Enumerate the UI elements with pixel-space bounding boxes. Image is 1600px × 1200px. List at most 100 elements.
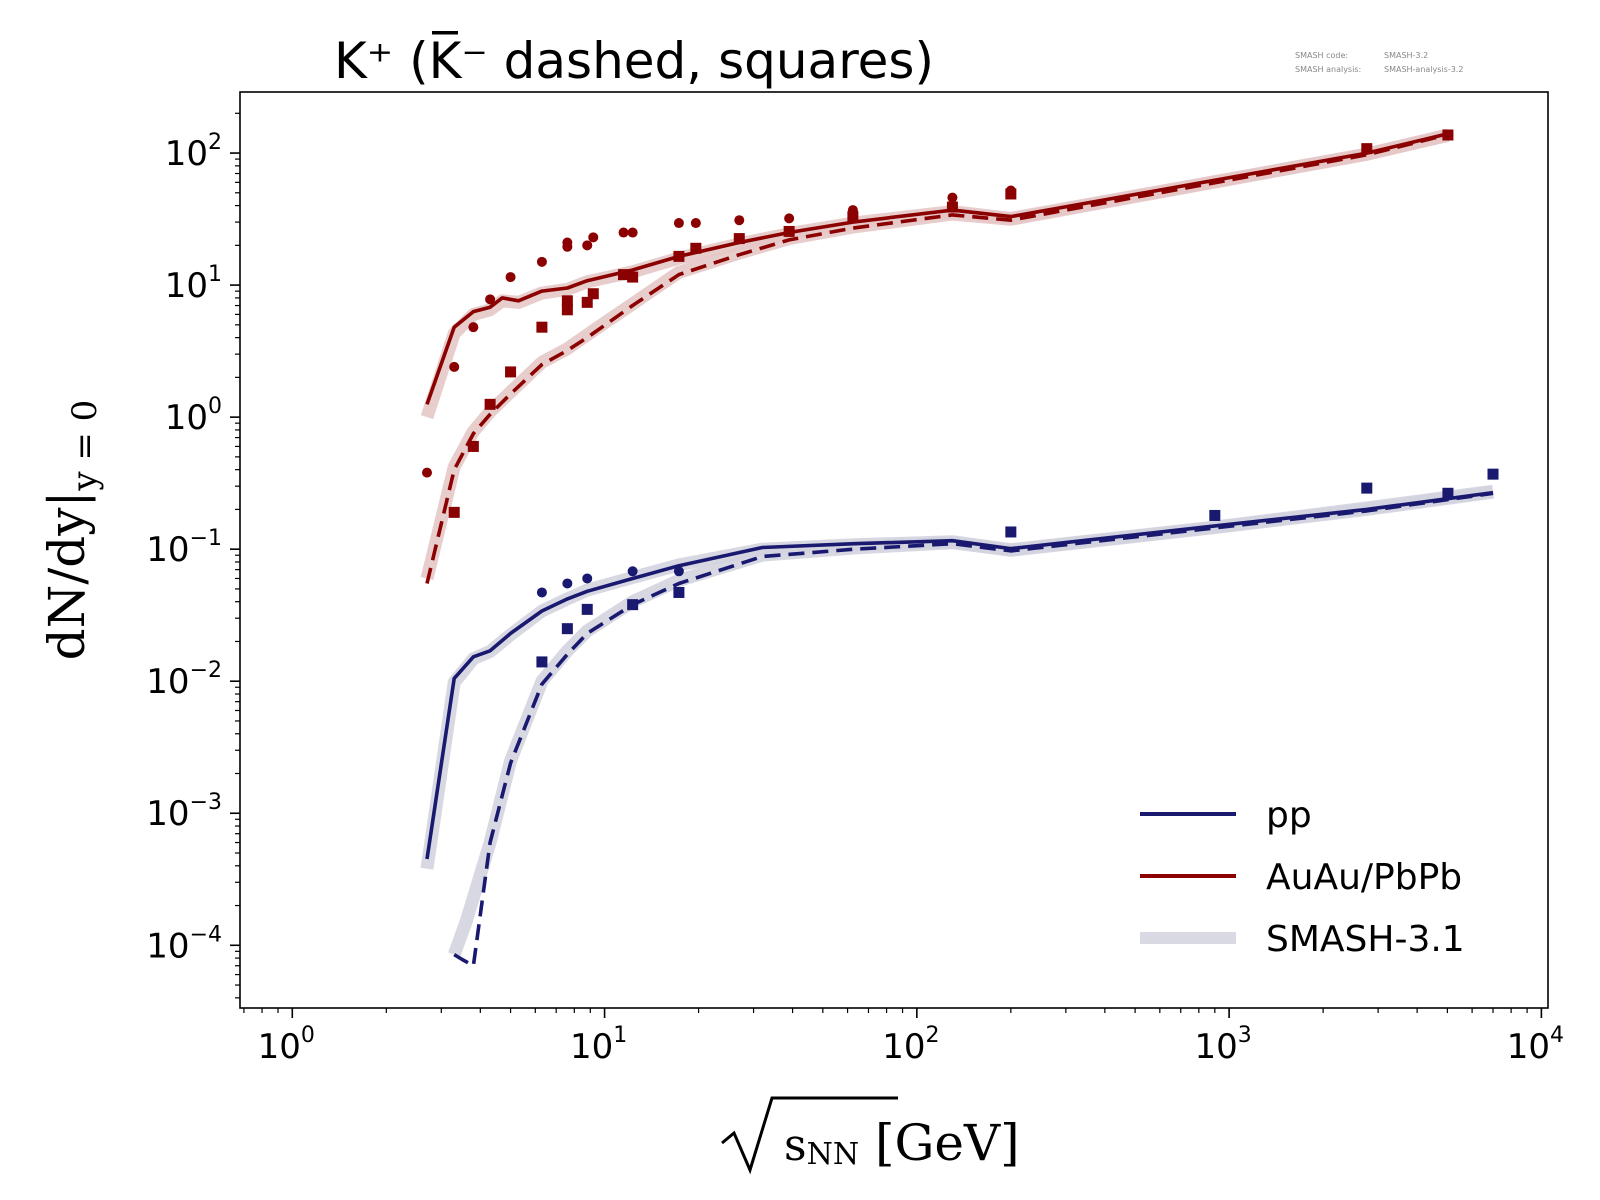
version-note-line1-label: SMASH code: xyxy=(1295,51,1348,60)
x-tick-exponent: 2 xyxy=(925,1023,939,1048)
version-note: SMASH code: SMASH-3.2 SMASH analysis: SM… xyxy=(1295,51,1463,74)
auau_kplus_data-point xyxy=(673,218,684,229)
pp_kminus_data-point xyxy=(627,599,639,611)
y-tick-label: 102 xyxy=(165,130,222,174)
auau_kplus_data-point xyxy=(449,361,460,372)
legend-label: AuAu/PbPb xyxy=(1266,857,1462,898)
chart-title: K⁺ (K̅⁻ dashed, squares) xyxy=(334,31,934,90)
auau_kplus_data-point xyxy=(734,215,745,226)
auau_kplus_data-point xyxy=(947,192,958,203)
auau_kplus_data-point xyxy=(588,232,599,243)
x-tick-exponent: 1 xyxy=(613,1023,627,1048)
y-tick-base: 10 xyxy=(146,662,189,702)
y-tick-base: 10 xyxy=(146,530,189,570)
pp_kminus_data-point xyxy=(1487,468,1499,480)
auau_kminus_data-point xyxy=(847,211,859,223)
auau_kplus_data-point xyxy=(690,218,701,229)
auau_kminus_data-point xyxy=(690,242,702,254)
y-tick-exponent: 2 xyxy=(208,130,222,155)
legend-item: AuAu/PbPb xyxy=(1140,857,1462,898)
auau_kplus_data-point xyxy=(582,240,593,251)
auau_kminus_data-point xyxy=(561,304,573,316)
legend: pp AuAu/PbPb SMASH-3.1 xyxy=(1140,795,1465,960)
y-tick-label: 10−4 xyxy=(146,922,222,966)
pp_kminus_data-point xyxy=(1005,526,1017,538)
plot-frame xyxy=(239,91,1549,1009)
auau_kplus_data-point xyxy=(562,237,573,248)
auau_kminus_data-point xyxy=(1442,129,1454,141)
legend-item: SMASH-3.1 xyxy=(1140,919,1465,960)
auau_kplus_data-point xyxy=(618,227,629,238)
auau_kminus_data-point xyxy=(536,321,548,333)
auau_kminus_data-point xyxy=(627,271,639,283)
pp_kplus_data-point xyxy=(673,566,684,577)
auau_kminus_data-point xyxy=(448,506,460,518)
y-tick-exponent: −2 xyxy=(190,658,222,683)
pp_kminus_data-point xyxy=(536,656,548,668)
y-tick-label: 10−3 xyxy=(146,790,222,834)
y-tick-label: 101 xyxy=(165,262,222,306)
auau_kplus_data-point xyxy=(422,467,433,478)
auau_kminus_data-point xyxy=(1361,143,1373,155)
pp_kminus_data-point xyxy=(1361,482,1373,494)
pp_kminus_data-point xyxy=(561,623,573,635)
auau_kminus_data-point xyxy=(946,201,958,213)
pp_kminus_data-point xyxy=(1442,487,1454,499)
y-tick-base: 10 xyxy=(146,794,189,834)
y-tick-exponent: 0 xyxy=(208,394,222,419)
auau_kminus_data-point xyxy=(783,225,795,237)
pp_kplus_data-point xyxy=(627,566,638,577)
y-tick-exponent: 1 xyxy=(208,262,222,287)
version-note-line2-label: SMASH analysis: xyxy=(1295,65,1361,74)
y-tick-base: 10 xyxy=(165,134,208,174)
auau_kminus_data-point xyxy=(587,288,599,300)
y-tick-label: 100 xyxy=(165,394,222,438)
x-tick-exponent: 4 xyxy=(1550,1023,1564,1048)
legend-label: pp xyxy=(1266,795,1312,836)
auau_kplus_data-point xyxy=(627,227,638,238)
auau_kminus_data-point xyxy=(733,233,745,245)
y-tick-base: 10 xyxy=(165,266,208,306)
version-note-line1-value: SMASH-3.2 xyxy=(1384,51,1428,60)
x-tick-exponent: 3 xyxy=(1238,1023,1252,1048)
y-tick-exponent: −4 xyxy=(190,922,222,947)
auau_kminus_data-point xyxy=(618,269,630,281)
y-tick-label: 10−2 xyxy=(146,658,222,702)
auau_kplus_data-point xyxy=(784,213,795,224)
y-tick-exponent: −3 xyxy=(190,790,222,815)
legend-label: SMASH-3.1 xyxy=(1266,919,1465,960)
auau_kplus_data-point xyxy=(468,322,479,333)
auau_kplus_data-point xyxy=(505,272,516,283)
pp_kminus_data-point xyxy=(673,586,685,598)
version-note-line2-value: SMASH-analysis-3.2 xyxy=(1384,65,1463,74)
y-tick-base: 10 xyxy=(146,926,189,966)
pp_kplus_data-point xyxy=(536,587,547,598)
auau_kminus_data-point xyxy=(484,398,496,410)
auau_kminus_data-point xyxy=(1005,188,1017,200)
legend-item: pp xyxy=(1140,795,1312,836)
x-tick-label: 100 xyxy=(258,1023,315,1067)
auau_kplus_data-point xyxy=(536,256,547,267)
y-tick-exponent: −1 xyxy=(190,526,222,551)
auau_kplus_data-point xyxy=(485,294,496,305)
auau_kminus_32 xyxy=(425,132,1449,584)
auau_kminus_data-point xyxy=(561,295,573,307)
auau_kminus_data-point xyxy=(581,296,593,308)
y-tick-base: 10 xyxy=(165,398,208,438)
sqrt-sign xyxy=(721,1096,898,1175)
auau_kplus_32 xyxy=(425,132,1449,405)
pp_kplus_32 xyxy=(425,490,1494,860)
auau_kminus_data-point xyxy=(673,250,685,262)
pp_kminus_data-point xyxy=(581,603,593,615)
auau_kminus_data-point xyxy=(505,366,517,378)
auau_kminus_data-point xyxy=(467,440,479,452)
pp_kplus_data-point xyxy=(582,573,593,584)
pp_kminus_data-point xyxy=(1209,509,1221,521)
data-markers xyxy=(422,129,1499,668)
pp_kplus_data-point xyxy=(562,578,573,589)
y-tick-label: 10−1 xyxy=(146,526,222,570)
x-tick-exponent: 0 xyxy=(301,1023,315,1048)
